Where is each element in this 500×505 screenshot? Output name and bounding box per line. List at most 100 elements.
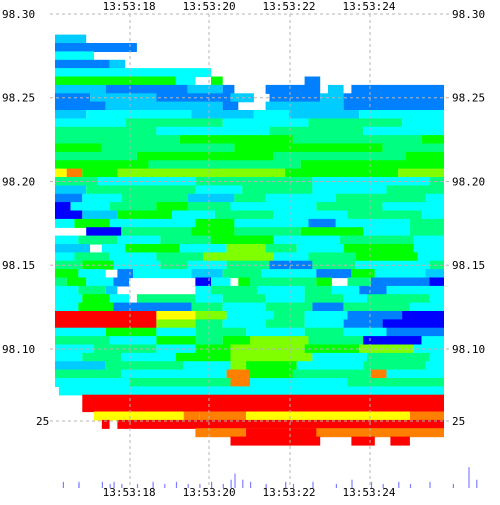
- heatmap-cell: [429, 294, 444, 304]
- heatmap-cell: [125, 118, 223, 128]
- volume-bar: [121, 483, 123, 488]
- heatmap-cell: [156, 336, 196, 346]
- heatmap-cell: [359, 285, 387, 295]
- heatmap-cell: [269, 93, 321, 103]
- heatmap-cell: [226, 244, 266, 253]
- heatmap-cell: [386, 285, 444, 295]
- heatmap-cell: [273, 311, 305, 320]
- heatmap-cell: [105, 84, 188, 94]
- heatmap-cell: [191, 302, 223, 312]
- heatmap-cell: [121, 227, 192, 237]
- heatmap-cell: [82, 260, 114, 270]
- heatmap-cell: [82, 294, 110, 304]
- heatmap-cell: [195, 185, 243, 195]
- heatmap-cell: [304, 285, 332, 295]
- heatmap-cell: [265, 319, 305, 329]
- heatmap-cell: [304, 344, 360, 354]
- volume-bar: [351, 479, 353, 488]
- heatmap-cell: [250, 277, 317, 287]
- heatmap-cell: [343, 244, 414, 253]
- heatmap-cell: [409, 218, 444, 228]
- heatmap-cell: [347, 210, 422, 220]
- volume-bar: [429, 481, 431, 488]
- heatmap-cell: [109, 59, 126, 69]
- heatmap-cell: [343, 101, 444, 111]
- grid-layer: [50, 13, 450, 488]
- heatmap-cell: [74, 218, 110, 228]
- heatmap-cell: [312, 302, 344, 312]
- volume-bar: [78, 483, 80, 488]
- tick-labels-layer: 13:53:18 13:53:18 13:53:20 13:53:20 13:53:22…: [2, 0, 485, 499]
- heatmap-cell: [351, 84, 444, 94]
- heatmap-cell: [94, 344, 157, 354]
- heatmap-cell: [421, 336, 444, 346]
- heatmap-cell: [148, 160, 301, 170]
- heatmap-cell: [55, 294, 83, 304]
- volume-bar: [152, 481, 154, 488]
- heatmap-cell: [55, 160, 149, 170]
- heatmap-cell: [55, 269, 79, 279]
- heatmap-cell: [386, 327, 444, 337]
- heatmap-cell: [409, 227, 444, 237]
- heatmap-cell: [222, 319, 266, 329]
- heatmap-cell: [382, 319, 444, 329]
- heatmap-cell: [359, 110, 444, 119]
- volume-bar: [187, 483, 189, 488]
- heatmap-cell: [101, 419, 110, 429]
- heatmap-cell: [328, 84, 344, 94]
- heatmap-cell: [187, 84, 223, 94]
- heatmap-cell: [222, 101, 239, 111]
- heatmap-cell: [363, 227, 410, 237]
- volume-bar: [292, 483, 295, 488]
- heatmap-cell: [156, 327, 196, 337]
- heatmap-cell: [296, 244, 344, 253]
- heatmap-cell: [191, 269, 223, 279]
- heatmap-cell: [55, 361, 106, 371]
- heatmap-cell: [55, 126, 157, 136]
- heatmap-cell: [316, 277, 332, 287]
- volume-bar: [312, 481, 314, 488]
- heatmap-cell: [413, 244, 444, 253]
- heatmap-cell: [113, 302, 133, 312]
- heatmap-cell: [191, 227, 235, 237]
- heatmap-cell: [230, 436, 321, 446]
- heatmap-cell: [55, 235, 79, 245]
- volume-bar: [382, 483, 384, 488]
- heatmap-cell: [183, 411, 200, 421]
- heatmap-cell: [55, 185, 87, 195]
- heatmap-cell: [156, 202, 188, 212]
- heatmap-cell: [55, 244, 91, 253]
- heatmap-cell: [417, 252, 444, 262]
- heatmap-cell: [398, 168, 444, 178]
- heatmap-cell: [211, 76, 223, 86]
- heatmap-cell: [55, 193, 83, 203]
- heatmap-cell: [308, 218, 336, 228]
- heatmap-cell: [175, 352, 231, 362]
- x-tick-label-bottom: 13:53:24: [343, 486, 396, 499]
- heatmap-cell: [402, 118, 444, 128]
- heatmap-cell: [78, 285, 106, 295]
- volume-bar: [199, 483, 201, 488]
- heatmap-cell: [195, 327, 247, 337]
- heatmap-cell: [55, 51, 94, 61]
- x-tick-label-bottom: 13:53:20: [183, 486, 236, 499]
- heatmap-cell: [253, 110, 289, 119]
- heatmap-cell: [429, 352, 444, 362]
- x-tick-label-top: 13:53:24: [343, 0, 396, 13]
- heatmap-cell: [66, 168, 83, 178]
- heatmap-cell: [55, 151, 137, 161]
- heatmap-cell: [109, 202, 157, 212]
- heatmap-cell: [265, 294, 305, 304]
- heatmap-cell: [390, 436, 410, 446]
- heatmap-cell: [156, 311, 196, 320]
- heatmap-cell: [429, 277, 444, 287]
- heatmap-cell: [312, 185, 387, 195]
- y-tick-label-right: 98.25: [452, 92, 485, 105]
- heatmap-cell: [312, 352, 367, 362]
- heatmap-cell: [133, 302, 192, 312]
- heatmap-cell: [125, 244, 180, 253]
- heatmap-cell: [222, 269, 262, 279]
- heatmap-cell: [265, 302, 313, 312]
- heatmap-cell: [370, 277, 430, 287]
- heatmap-cell: [55, 319, 157, 329]
